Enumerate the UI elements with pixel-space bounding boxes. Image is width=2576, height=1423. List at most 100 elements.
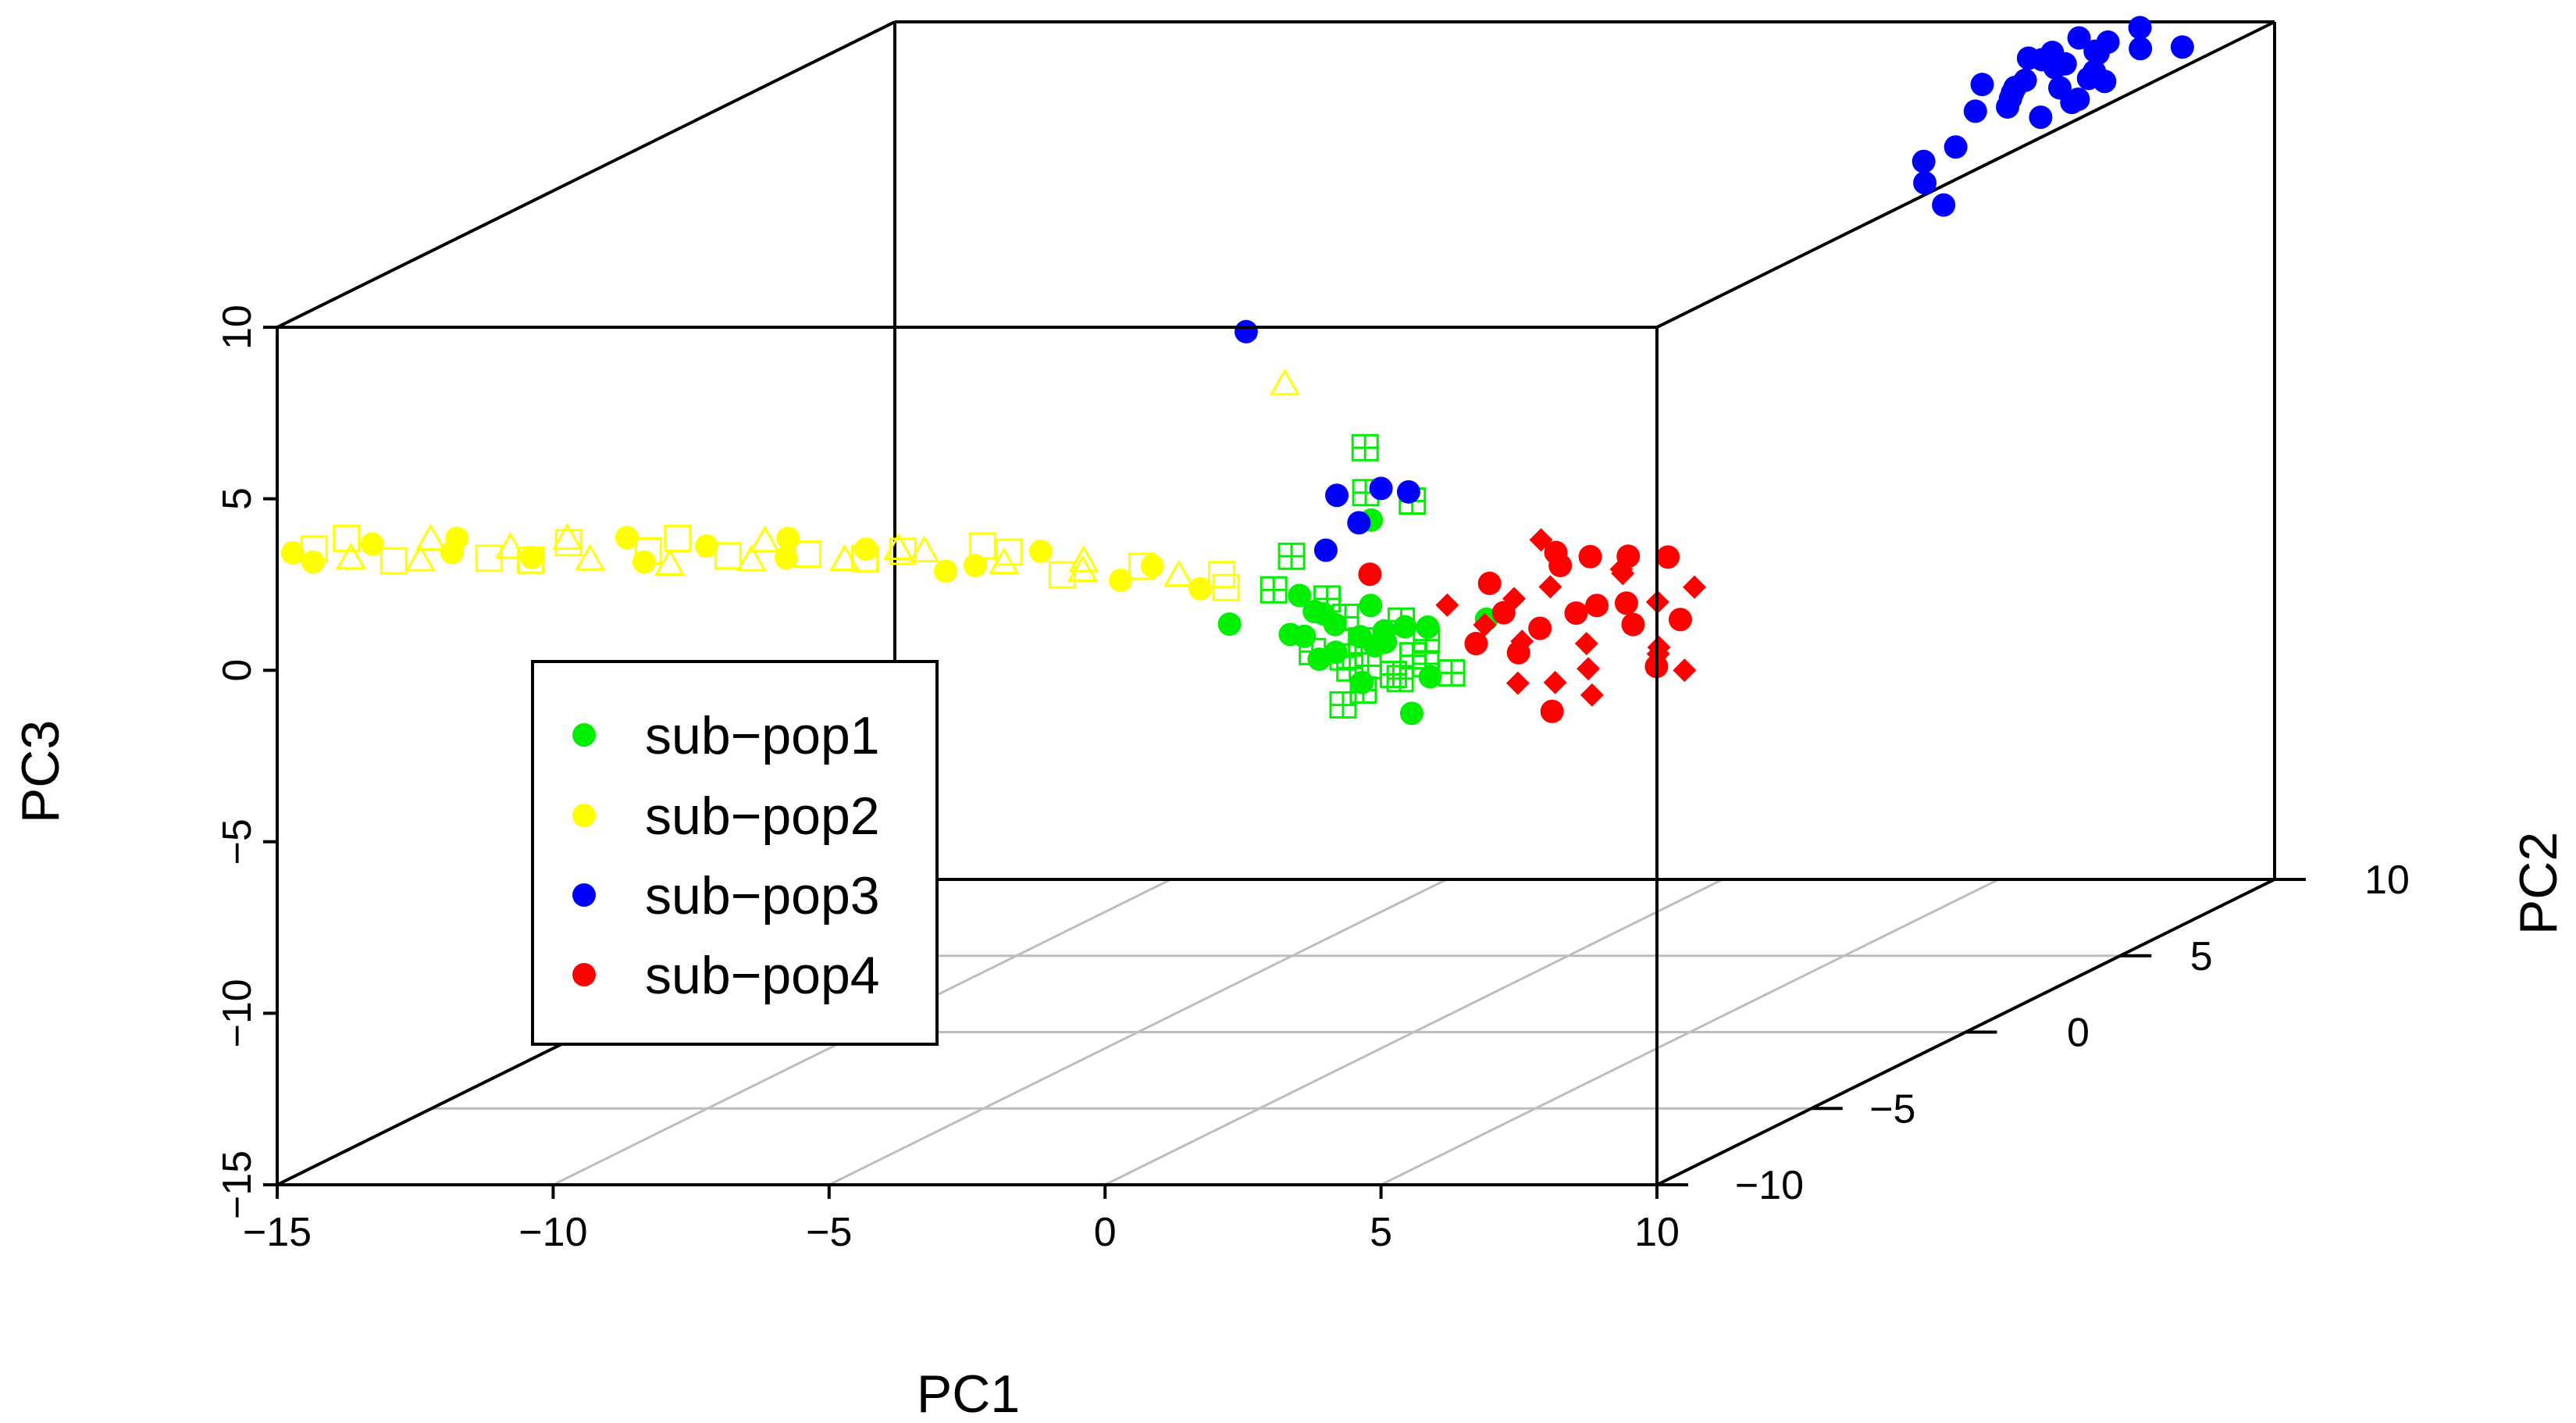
data-point — [1188, 576, 1213, 601]
data-points — [280, 16, 2194, 726]
data-point — [1932, 193, 1956, 217]
data-point — [694, 534, 718, 558]
x-tick-label: 5 — [1370, 1210, 1392, 1255]
y-tick-label: 5 — [2190, 934, 2213, 979]
data-point — [1140, 554, 1164, 578]
box-edge — [1656, 20, 2275, 329]
data-point — [909, 535, 940, 562]
data-point — [1970, 73, 1994, 97]
data-point — [360, 532, 384, 556]
data-point — [280, 540, 305, 565]
data-point — [2060, 91, 2084, 115]
data-point — [1913, 171, 1937, 195]
data-point — [575, 544, 606, 571]
data-point-cross — [1352, 435, 1378, 461]
data-point — [963, 553, 987, 577]
z-tick-label: 10 — [215, 305, 260, 350]
data-point — [934, 559, 958, 583]
data-point — [517, 546, 545, 574]
data-point — [1067, 555, 1098, 582]
axes: −15 −10 −5 0 5 10 −15 −10 −5 0 5 10 −10 −5 0 5 10 — [215, 305, 2410, 1255]
data-point — [1068, 545, 1099, 572]
data-point — [1540, 699, 1564, 723]
data-point — [2003, 76, 2027, 100]
data-point — [1944, 135, 1968, 159]
data-point-cross — [1388, 608, 1414, 634]
data-point — [1435, 593, 1459, 617]
data-point — [301, 550, 325, 574]
data-point — [1473, 613, 1497, 637]
data-point — [1683, 575, 1707, 599]
data-point — [1163, 559, 1195, 587]
data-point — [1528, 616, 1552, 640]
data-point — [2076, 66, 2100, 91]
data-point — [1028, 539, 1053, 563]
data-point — [1269, 368, 1300, 396]
legend-box — [531, 660, 939, 1046]
data-point — [632, 550, 656, 574]
data-point — [1544, 540, 1568, 565]
y-tick-label: −10 — [1735, 1163, 1804, 1208]
z-axis-label: PC3 — [11, 720, 70, 823]
x-tick-label: −10 — [518, 1210, 587, 1255]
data-point — [1502, 587, 1527, 611]
data-point — [2029, 105, 2053, 130]
box-edge — [276, 20, 896, 329]
data-point — [736, 544, 767, 572]
legend-item: sub−pop1 — [572, 706, 880, 765]
data-point — [1656, 545, 1680, 569]
data-point — [1358, 562, 1382, 587]
z-tick-label: −5 — [215, 818, 260, 865]
data-point — [776, 526, 800, 551]
legend-label-sub-pop3: sub−pop3 — [645, 866, 880, 925]
data-point — [2030, 48, 2054, 72]
data-point — [1212, 573, 1240, 601]
data-point — [415, 523, 447, 551]
data-point — [1505, 671, 1530, 695]
data-point — [1416, 615, 1440, 640]
data-point — [774, 546, 798, 570]
legend: sub−pop1 sub−pop2 sub−pop3 sub−pop4 — [531, 660, 939, 1046]
data-point — [1543, 670, 1567, 694]
legend-marker-sub-pop1 — [572, 723, 596, 747]
data-point-cross — [1333, 605, 1359, 630]
z-tick-label: −15 — [215, 1150, 260, 1219]
data-point — [333, 524, 361, 552]
data-point — [1369, 476, 1393, 501]
data-point — [2129, 37, 2153, 61]
data-point — [714, 542, 742, 570]
data-point — [1048, 561, 1076, 589]
data-point — [2083, 39, 2107, 63]
data-point — [1399, 701, 1423, 726]
data-point — [1302, 600, 1327, 624]
data-point-cross — [1330, 692, 1356, 718]
x-tick-label: −15 — [243, 1210, 312, 1255]
data-point — [664, 524, 692, 552]
z-tick-label: 0 — [215, 659, 260, 682]
data-point — [379, 547, 408, 575]
x-tick-label: 10 — [1634, 1210, 1680, 1255]
data-point — [1585, 594, 1609, 618]
data-point — [445, 526, 469, 551]
data-point-cross — [1279, 544, 1305, 569]
data-point — [1313, 538, 1338, 562]
data-point — [1580, 683, 1604, 707]
data-point — [404, 544, 436, 572]
data-point — [1673, 658, 1697, 683]
data-point — [1963, 99, 1987, 123]
legend-label-sub-pop4: sub−pop4 — [645, 946, 880, 1005]
legend-marker-sub-pop2 — [572, 804, 596, 827]
data-point-cross — [1388, 665, 1413, 691]
data-point — [1912, 149, 1936, 173]
data-point — [1491, 601, 1516, 625]
y-axis-label: PC2 — [2509, 832, 2568, 935]
data-point — [851, 544, 879, 572]
data-point — [1464, 632, 1488, 656]
data-point-cross — [1439, 660, 1465, 686]
data-point — [2053, 52, 2077, 76]
data-point — [995, 538, 1023, 566]
data-point — [1325, 483, 1349, 508]
data-point — [1108, 569, 1132, 593]
data-point — [1621, 612, 1645, 637]
data-point — [1347, 511, 1371, 535]
